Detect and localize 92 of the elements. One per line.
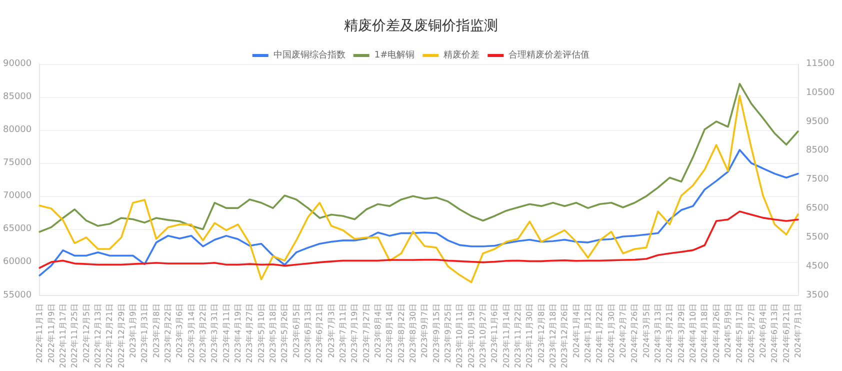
x-tick-label: 2022年11月25日 [70,303,80,368]
x-tick-label: 2023年3月22日 [198,303,208,363]
y2-tick-label: 9500 [806,116,830,127]
x-tick-label: 2023年2月22日 [163,303,172,363]
x-tick-label: 2024年1月22日 [595,303,604,363]
x-tick-label: 2023年11月22日 [513,303,522,368]
x-tick-label: 2023年10月19日 [466,303,476,368]
x-tick-label: 2024年6月21日 [782,303,791,363]
x-tick-label: 2023年11月30日 [525,303,534,368]
x-tick-label: 2023年8月30日 [408,303,418,363]
x-tick-label: 2023年9月15日 [432,303,441,363]
x-tick-label: 2023年10月11日 [455,303,464,368]
x-tick-label: 2024年2月7日 [618,303,628,358]
x-tick-label: 2024年4月26日 [712,303,721,363]
y-tick-label: 75000 [2,158,32,168]
x-tick-label: 2023年11月14日 [502,303,511,368]
x-tick-label: 2024年6月4日 [758,303,768,358]
x-tick-label: 2023年6月5日 [292,303,301,358]
x-tick-label: 2022年11月17日 [58,303,68,368]
x-tick-label: 2023年9月7日 [420,303,430,358]
x-tick-label: 2024年6月13日 [770,303,780,363]
x-tick-label: 2023年12月26日 [560,303,570,368]
x-tick-label: 2023年8月22日 [396,303,406,363]
y-tick-label: 65000 [2,224,32,234]
x-tick-label: 2022年11月1日 [35,303,44,363]
line-series [38,149,799,276]
x-tick-label: 2023年3月31日 [210,303,220,363]
y2-tick-label: 5500 [806,232,830,242]
x-tick-label: 2023年4月27日 [245,303,254,363]
x-tick-label: 2023年8月14日 [385,303,394,363]
y2-tick-label: 11500 [806,59,835,69]
x-tick-label: 2023年1月9日 [128,303,138,358]
x-tick-label: 2023年5月26日 [280,303,290,363]
y2-tick-label: 4500 [806,261,830,272]
x-tick-label: 2024年4月18日 [700,303,710,363]
x-tick-label: 2022年12月13日 [93,303,102,368]
x-tick-label: 2023年7月19日 [350,303,360,363]
y-tick-label: 80000 [2,125,32,136]
x-tick-label: 2023年5月18日 [268,303,278,363]
y2-tick-label: 7500 [806,174,830,185]
x-tick-label: 2023年9月25日 [443,303,452,363]
x-tick-label: 2023年6月13日 [303,303,312,363]
x-tick-label: 2024年7月1日 [794,303,802,358]
x-tick-label: 2024年3月21日 [665,303,674,363]
x-tick-label: 2022年12月21日 [105,303,114,368]
x-tick-label: 2023年5月10日 [256,303,266,363]
x-tick-label: 2024年1月4日 [572,303,581,358]
x-tick-label: 2023年1月31日 [140,303,150,363]
x-tick-label: 2023年11月6日 [490,303,500,363]
x-tick-label: 2024年5月9日 [723,303,732,358]
line-series [38,82,799,233]
x-tick-label: 2022年11月9日 [46,303,56,363]
x-tick-label: 2024年3月5日 [642,303,651,358]
x-tick-label: 2022年12月29日 [116,303,126,368]
x-tick-label: 2024年1月30日 [606,303,616,363]
x-tick-label: 2024年3月13日 [653,303,662,363]
y-tick-label: 70000 [2,191,32,202]
x-tick-label: 2024年4月10日 [688,303,698,363]
x-tick-label: 2023年3月6日 [175,303,184,358]
y-tick-label: 60000 [2,257,32,268]
x-tick-label: 2024年2月26日 [630,303,640,363]
x-tick-label: 2022年12月5日 [82,303,91,363]
legend-label: 中国废铜综合指数 [273,50,346,60]
y-tick-label: 85000 [2,92,32,102]
x-tick-label: 2023年7月11日 [338,303,348,363]
x-tick-label: 2023年3月14日 [186,303,196,363]
x-tick-label: 2023年10月27日 [478,303,488,368]
line-series [38,94,799,284]
x-tick-label: 2023年7月27日 [362,303,371,363]
x-tick-label: 2024年3月29日 [676,303,686,363]
x-tick-label: 2024年1月12日 [583,303,592,363]
x-tick-label: 2023年12月8日 [536,303,546,363]
legend-label: 1#电解铜 [374,50,415,60]
x-tick-label: 2024年5月17日 [735,303,744,363]
y-tick-label: 55000 [2,290,32,300]
x-tick-label: 2023年7月3日 [326,303,336,358]
y2-tick-label: 3500 [806,290,830,300]
x-tick-label: 2023年6月21日 [315,303,324,363]
x-tick-label: 2024年5月27日 [746,303,756,363]
x-tick-label: 2023年4月11日 [222,303,231,363]
chart-title: 精废价差及废铜价指监测 [344,18,498,34]
y2-tick-label: 8500 [806,146,830,156]
x-tick-label: 2023年8月4日 [373,303,382,358]
y-tick-label: 90000 [2,59,32,69]
x-tick-label: 2023年2月8日 [152,303,161,358]
legend-label: 精废价差 [444,50,480,60]
y2-tick-label: 6500 [806,204,830,214]
x-tick-label: 2023年4月19日 [233,303,242,363]
x-tick-label: 2023年12月18日 [548,303,558,368]
legend-label: 合理精废价差评估值 [508,50,590,60]
line-series [38,210,799,269]
y2-tick-label: 10500 [806,88,835,98]
